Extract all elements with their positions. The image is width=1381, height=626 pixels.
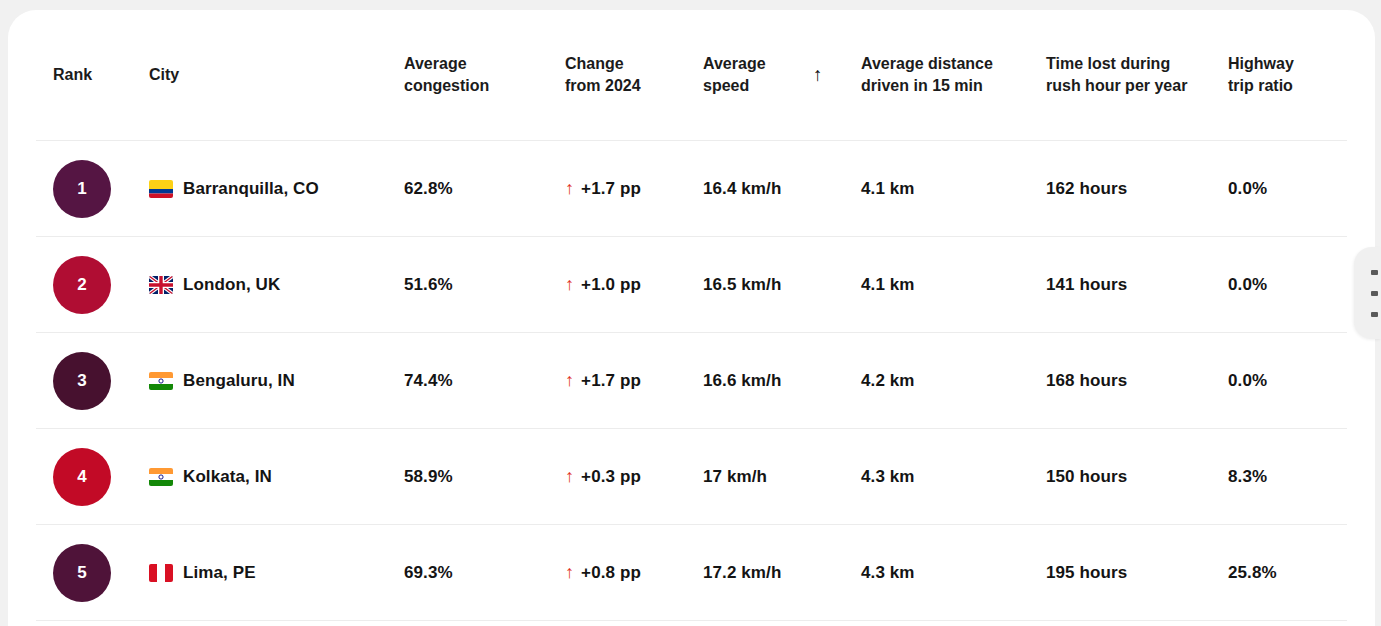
- table-row-lima[interactable]: 5 Lima, PE 69.3% ↑ +0.8 pp 17.2 km/h 4.3…: [8, 525, 1375, 620]
- column-header-change-from-2024-label: Change from 2024: [565, 53, 660, 97]
- column-header-rank-label: Rank: [53, 64, 149, 86]
- table-header-row: Rank City Average congestion Change from…: [8, 10, 1375, 140]
- city-cell: Bengaluru, IN: [149, 371, 404, 391]
- column-header-average-distance-label: Average distance driven in 15 min: [861, 53, 1001, 97]
- column-header-average-speed-label: Average speed: [703, 53, 785, 97]
- flag-united-kingdom-icon: [149, 276, 173, 294]
- flag-colombia-icon: [149, 180, 173, 198]
- rank-cell: 4: [53, 448, 149, 506]
- column-header-average-speed[interactable]: Average speed ↑: [703, 53, 861, 97]
- highway-ratio-cell: 0.0%: [1228, 179, 1375, 199]
- increase-arrow-icon: ↑: [565, 562, 574, 583]
- feedback-side-tab[interactable]: [1354, 247, 1381, 339]
- change-cell: ↑ +0.3 pp: [565, 466, 703, 487]
- change-value: +1.7 pp: [581, 371, 641, 391]
- change-cell: ↑ +0.8 pp: [565, 562, 703, 583]
- change-value: +1.7 pp: [581, 179, 641, 199]
- rank-cell: 5: [53, 544, 149, 602]
- congestion-cell: 51.6%: [404, 275, 565, 295]
- congestion-cell: 62.8%: [404, 179, 565, 199]
- speed-cell: 16.6 km/h: [703, 371, 861, 391]
- city-name: London, UK: [183, 275, 280, 295]
- rank-cell: 1: [53, 160, 149, 218]
- congestion-cell: 74.4%: [404, 371, 565, 391]
- time-lost-cell: 162 hours: [1046, 179, 1228, 199]
- city-name: Kolkata, IN: [183, 467, 272, 487]
- highway-ratio-cell: 0.0%: [1228, 371, 1375, 391]
- change-value: +0.8 pp: [581, 563, 641, 583]
- traffic-ranking-card: Rank City Average congestion Change from…: [8, 10, 1375, 626]
- table-row-kolkata[interactable]: 4 Kolkata, IN 58.9% ↑ +0.3 pp 17 km/h 4.…: [8, 429, 1375, 524]
- column-header-average-distance[interactable]: Average distance driven in 15 min: [861, 53, 1046, 97]
- distance-cell: 4.1 km: [861, 275, 1046, 295]
- change-value: +1.0 pp: [581, 275, 641, 295]
- increase-arrow-icon: ↑: [565, 274, 574, 295]
- increase-arrow-icon: ↑: [565, 178, 574, 199]
- side-tab-glyph-icon: [1371, 291, 1378, 296]
- speed-cell: 17.2 km/h: [703, 563, 861, 583]
- city-cell: Lima, PE: [149, 563, 404, 583]
- time-lost-cell: 168 hours: [1046, 371, 1228, 391]
- flag-peru-icon: [149, 564, 173, 582]
- flag-india-icon: [149, 468, 173, 486]
- increase-arrow-icon: ↑: [565, 466, 574, 487]
- rank-cell: 2: [53, 256, 149, 314]
- sort-ascending-icon: ↑: [813, 62, 823, 88]
- city-cell: Kolkata, IN: [149, 467, 404, 487]
- distance-cell: 4.3 km: [861, 563, 1046, 583]
- rank-badge: 1: [53, 160, 111, 218]
- speed-cell: 16.4 km/h: [703, 179, 861, 199]
- distance-cell: 4.2 km: [861, 371, 1046, 391]
- column-header-average-congestion-label: Average congestion: [404, 53, 509, 97]
- side-tab-glyph-icon: [1371, 312, 1378, 317]
- column-header-average-congestion[interactable]: Average congestion: [404, 53, 565, 97]
- side-tab-glyph-icon: [1371, 270, 1378, 275]
- column-header-time-lost[interactable]: Time lost during rush hour per year: [1046, 53, 1228, 97]
- congestion-cell: 69.3%: [404, 563, 565, 583]
- city-name: Lima, PE: [183, 563, 256, 583]
- column-header-rank[interactable]: Rank: [53, 64, 149, 86]
- rank-badge: 2: [53, 256, 111, 314]
- column-header-change-from-2024[interactable]: Change from 2024: [565, 53, 703, 97]
- speed-cell: 17 km/h: [703, 467, 861, 487]
- time-lost-cell: 141 hours: [1046, 275, 1228, 295]
- change-cell: ↑ +1.7 pp: [565, 370, 703, 391]
- rank-badge: 5: [53, 544, 111, 602]
- time-lost-cell: 195 hours: [1046, 563, 1228, 583]
- change-cell: ↑ +1.7 pp: [565, 178, 703, 199]
- increase-arrow-icon: ↑: [565, 370, 574, 391]
- column-header-highway-trip-ratio-label: Highway trip ratio: [1228, 53, 1323, 97]
- distance-cell: 4.1 km: [861, 179, 1046, 199]
- row-divider: [36, 620, 1347, 621]
- column-header-city[interactable]: City: [149, 64, 404, 86]
- city-cell: London, UK: [149, 275, 404, 295]
- flag-india-icon: [149, 372, 173, 390]
- distance-cell: 4.3 km: [861, 467, 1046, 487]
- change-cell: ↑ +1.0 pp: [565, 274, 703, 295]
- highway-ratio-cell: 8.3%: [1228, 467, 1375, 487]
- highway-ratio-cell: 25.8%: [1228, 563, 1375, 583]
- rank-cell: 3: [53, 352, 149, 410]
- change-value: +0.3 pp: [581, 467, 641, 487]
- column-header-time-lost-label: Time lost during rush hour per year: [1046, 53, 1194, 97]
- table-row-london[interactable]: 2 London, UK 51.6% ↑ +1.0 pp 16.5 km/h 4…: [8, 237, 1375, 332]
- highway-ratio-cell: 0.0%: [1228, 275, 1375, 295]
- congestion-cell: 58.9%: [404, 467, 565, 487]
- rank-badge: 3: [53, 352, 111, 410]
- city-name: Bengaluru, IN: [183, 371, 295, 391]
- table-row-bengaluru[interactable]: 3 Bengaluru, IN 74.4% ↑ +1.7 pp 16.6 km/…: [8, 333, 1375, 428]
- speed-cell: 16.5 km/h: [703, 275, 861, 295]
- city-cell: Barranquilla, CO: [149, 179, 404, 199]
- time-lost-cell: 150 hours: [1046, 467, 1228, 487]
- table-row-barranquilla[interactable]: 1 Barranquilla, CO 62.8% ↑ +1.7 pp 16.4 …: [8, 141, 1375, 236]
- city-name: Barranquilla, CO: [183, 179, 319, 199]
- column-header-highway-trip-ratio[interactable]: Highway trip ratio: [1228, 53, 1375, 97]
- rank-badge: 4: [53, 448, 111, 506]
- column-header-city-label: City: [149, 64, 404, 86]
